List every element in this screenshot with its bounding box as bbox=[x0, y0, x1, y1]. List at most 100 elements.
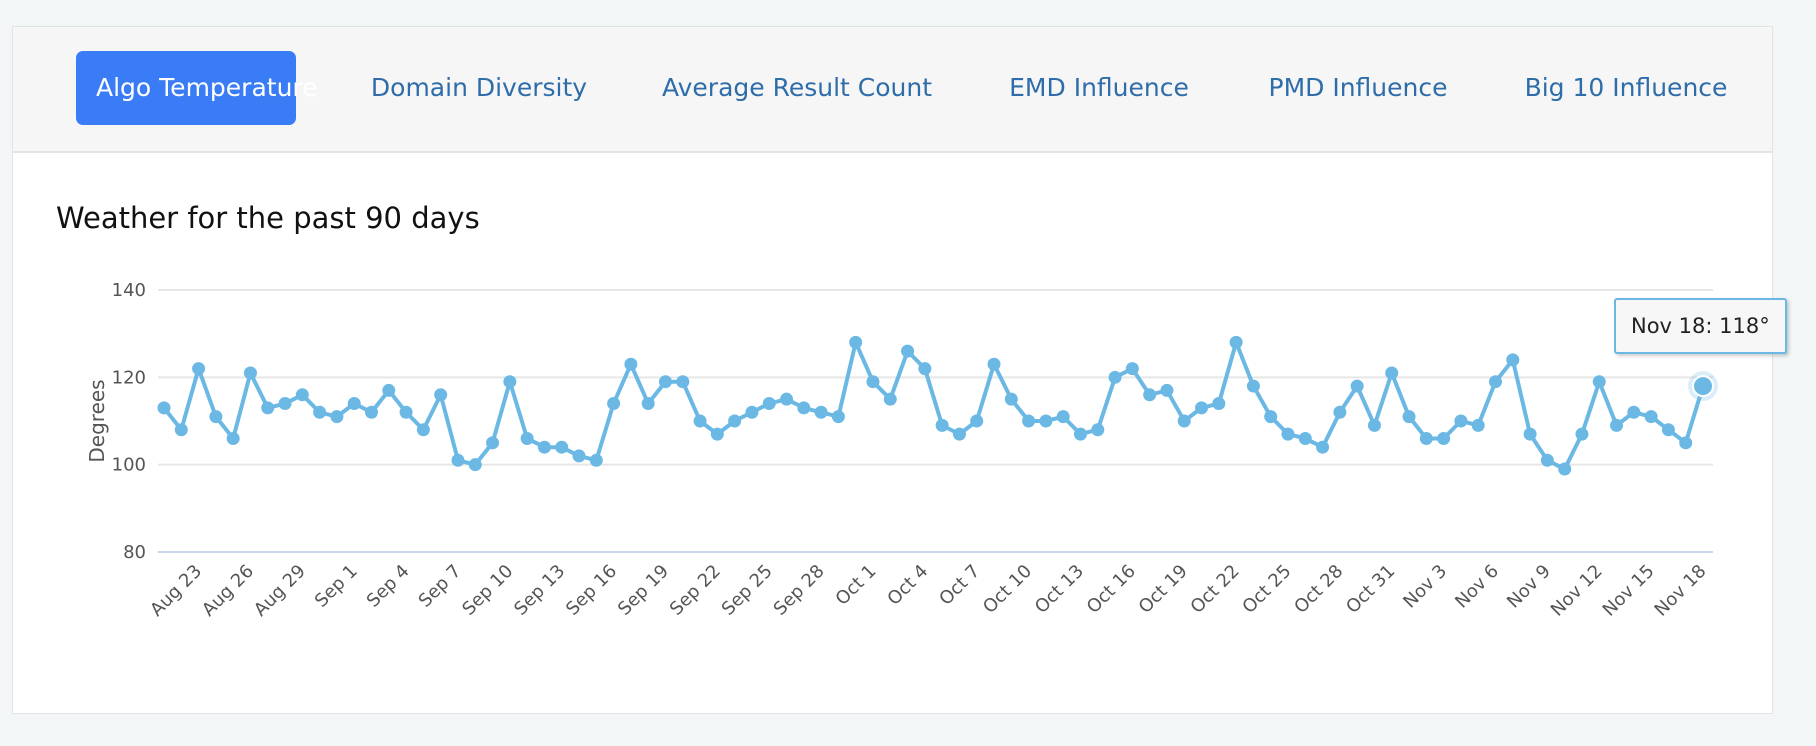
data-point bbox=[831, 410, 845, 424]
x-tick-label: Oct 22 bbox=[1187, 561, 1244, 618]
x-tick-label: Aug 23 bbox=[146, 561, 206, 621]
data-point bbox=[1367, 418, 1381, 432]
data-point bbox=[1575, 427, 1589, 441]
data-point bbox=[676, 375, 690, 389]
data-point bbox=[1350, 379, 1364, 393]
x-tick-label: Oct 16 bbox=[1083, 561, 1140, 618]
data-point bbox=[797, 401, 811, 415]
x-tick-label: Oct 28 bbox=[1290, 561, 1347, 618]
x-tick-label: Oct 4 bbox=[883, 561, 932, 610]
data-point bbox=[261, 401, 275, 415]
tab-average-result-count[interactable]: Average Result Count bbox=[661, 73, 933, 102]
chart-title: Weather for the past 90 days bbox=[56, 201, 480, 235]
x-tick-label: Sep 19 bbox=[614, 561, 673, 620]
data-point bbox=[572, 449, 586, 463]
data-point bbox=[503, 375, 517, 389]
tab-algo-temperature[interactable]: Algo Temperature bbox=[76, 51, 318, 125]
data-point bbox=[607, 397, 621, 411]
data-point bbox=[1592, 375, 1606, 389]
data-point bbox=[814, 405, 828, 419]
data-point bbox=[1039, 414, 1053, 428]
x-tick-label: Oct 1 bbox=[832, 561, 881, 610]
data-point bbox=[1661, 423, 1675, 437]
tab-big-10-influence[interactable]: Big 10 Influence bbox=[1524, 73, 1728, 102]
data-point bbox=[382, 383, 396, 397]
data-point bbox=[1212, 397, 1226, 411]
data-point bbox=[1091, 423, 1105, 437]
data-point bbox=[952, 427, 966, 441]
data-point bbox=[555, 440, 569, 454]
tab-pmd-influence[interactable]: PMD Influence bbox=[1268, 73, 1448, 102]
y-tick-label: 140 bbox=[112, 280, 146, 301]
data-point bbox=[728, 414, 742, 428]
data-point bbox=[935, 418, 949, 432]
data-point bbox=[693, 414, 707, 428]
data-point bbox=[1246, 379, 1260, 393]
x-tick-label: Nov 3 bbox=[1399, 561, 1451, 613]
data-point bbox=[1488, 375, 1502, 389]
data-point bbox=[1125, 362, 1139, 376]
x-tick-label: Oct 10 bbox=[979, 561, 1036, 618]
data-point bbox=[520, 431, 534, 445]
x-tick-label: Oct 19 bbox=[1135, 561, 1192, 618]
x-tick-label: Aug 26 bbox=[198, 561, 258, 621]
x-tick-label: Sep 1 bbox=[311, 561, 362, 612]
data-point bbox=[1281, 427, 1295, 441]
data-point bbox=[1177, 414, 1191, 428]
data-point bbox=[1298, 431, 1312, 445]
data-point bbox=[1229, 335, 1243, 349]
y-axis-label: Degrees bbox=[85, 379, 109, 462]
x-tick-label: Oct 25 bbox=[1238, 561, 1295, 618]
data-point bbox=[330, 410, 344, 424]
data-point bbox=[1056, 410, 1070, 424]
data-point bbox=[1419, 431, 1433, 445]
x-tick-label: Oct 31 bbox=[1342, 561, 1399, 618]
data-point bbox=[192, 362, 206, 376]
tab-domain-diversity[interactable]: Domain Diversity bbox=[370, 73, 588, 102]
tooltip: Nov 18: 118° bbox=[1614, 298, 1787, 354]
data-point bbox=[295, 388, 309, 402]
data-point bbox=[416, 423, 430, 437]
data-point bbox=[468, 458, 482, 472]
data-point bbox=[1160, 383, 1174, 397]
data-point bbox=[1540, 453, 1554, 467]
data-point bbox=[1073, 427, 1087, 441]
x-tick-label: Oct 13 bbox=[1031, 561, 1088, 618]
y-tick-label: 120 bbox=[112, 367, 146, 388]
x-tick-label: Sep 25 bbox=[718, 561, 777, 620]
data-point bbox=[883, 392, 897, 406]
data-point bbox=[970, 414, 984, 428]
data-point bbox=[624, 357, 638, 371]
data-point bbox=[399, 405, 413, 419]
data-point bbox=[365, 405, 379, 419]
x-tick-label: Sep 13 bbox=[510, 561, 569, 620]
data-point bbox=[1437, 431, 1451, 445]
data-point bbox=[1004, 392, 1018, 406]
data-point bbox=[866, 375, 880, 389]
tab-emd-influence[interactable]: EMD Influence bbox=[1009, 73, 1189, 102]
data-point bbox=[849, 335, 863, 349]
x-tick-label: Sep 16 bbox=[562, 561, 621, 620]
x-tick-label: Sep 4 bbox=[363, 561, 414, 612]
data-point bbox=[537, 440, 551, 454]
data-point bbox=[1506, 353, 1520, 367]
x-tick-label: Nov 15 bbox=[1599, 561, 1659, 621]
data-point bbox=[278, 397, 292, 411]
x-tick-label: Nov 12 bbox=[1547, 561, 1607, 621]
chart-panel: Algo Temperature Domain Diversity Averag… bbox=[12, 26, 1773, 714]
tab-bar: Algo Temperature Domain Diversity Averag… bbox=[13, 27, 1772, 153]
data-point bbox=[745, 405, 759, 419]
data-point bbox=[1558, 462, 1572, 476]
data-point bbox=[1523, 427, 1537, 441]
x-tick-label: Nov 18 bbox=[1651, 561, 1711, 621]
data-point bbox=[243, 366, 257, 380]
data-point bbox=[1644, 410, 1658, 424]
data-point bbox=[641, 397, 655, 411]
data-point bbox=[589, 453, 603, 467]
data-point bbox=[1679, 436, 1693, 450]
data-point bbox=[901, 344, 915, 358]
data-point bbox=[1402, 410, 1416, 424]
data-point bbox=[658, 375, 672, 389]
x-tick-label: Sep 28 bbox=[770, 561, 829, 620]
